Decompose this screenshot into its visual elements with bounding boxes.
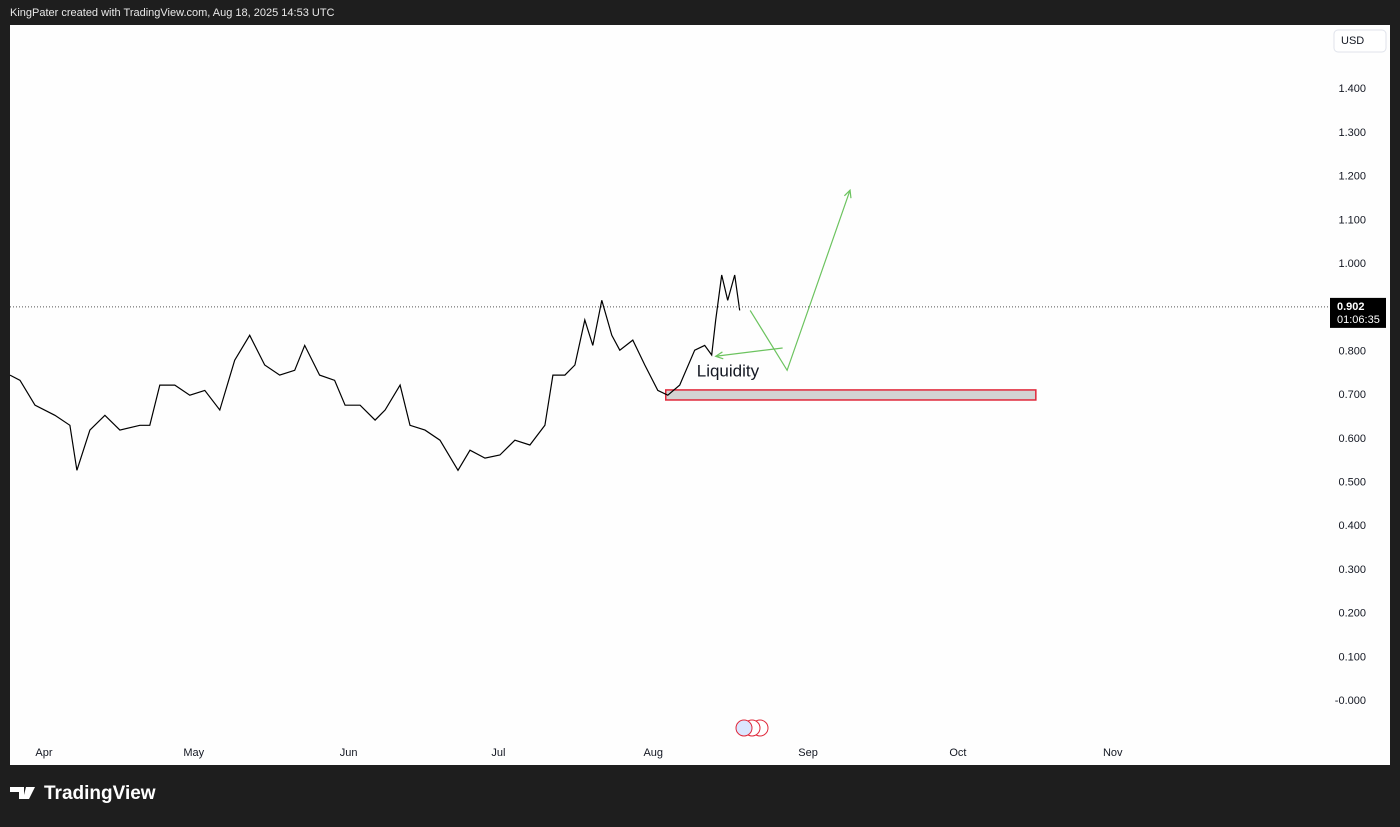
x-tick-label: Sep: [798, 747, 818, 759]
pointer-arrow-head: [714, 351, 724, 360]
x-tick-label: Aug: [643, 747, 663, 759]
header: KingPater created with TradingView.com, …: [10, 7, 335, 19]
event-flag: [735, 719, 753, 737]
x-tick-label: Jul: [491, 747, 505, 759]
projection-arrow: [749, 190, 851, 372]
countdown: 01:06:35: [1337, 314, 1380, 326]
y-tick-label: 1.300: [1338, 127, 1366, 139]
y-tick-label: 0.200: [1338, 608, 1366, 620]
last-price-label: 0.902: [1337, 301, 1365, 313]
x-tick-label: Nov: [1103, 747, 1123, 759]
y-tick-label: 0.600: [1338, 433, 1366, 445]
y-tick-label: 0.500: [1338, 476, 1366, 488]
x-tick-label: May: [183, 747, 204, 759]
y-tick-label: 0.100: [1338, 651, 1366, 663]
y-tick-label: 0.800: [1338, 345, 1366, 357]
x-tick-label: Jun: [340, 747, 358, 759]
x-tick-label: Apr: [35, 747, 52, 759]
y-tick-label: 1.000: [1338, 258, 1366, 270]
zone-label: Liquidity: [697, 361, 760, 380]
event-icon: [735, 719, 769, 737]
price-line: [9, 274, 741, 472]
projection-arrow-head: [843, 188, 852, 199]
currency-box: [1333, 29, 1387, 53]
y-tick-label: 1.400: [1338, 83, 1366, 95]
y-tick-label: 0.400: [1338, 520, 1366, 532]
logo-mark: [10, 787, 35, 799]
brand: TradingView: [44, 783, 156, 804]
logo: TradingView: [10, 783, 156, 804]
y-tick-label: 1.100: [1338, 214, 1366, 226]
pointer-arrow: [715, 347, 783, 357]
last-price-box: [1330, 297, 1386, 328]
y-tick-label: 0.300: [1338, 564, 1366, 576]
currency: USD: [1341, 35, 1364, 47]
y-tick-label: 1.200: [1338, 171, 1366, 183]
liquidity-zone: [665, 389, 1037, 401]
x-tick-label: Oct: [949, 747, 966, 759]
y-tick-label: -0.000: [1335, 695, 1366, 707]
y-tick-label: 0.700: [1338, 389, 1366, 401]
